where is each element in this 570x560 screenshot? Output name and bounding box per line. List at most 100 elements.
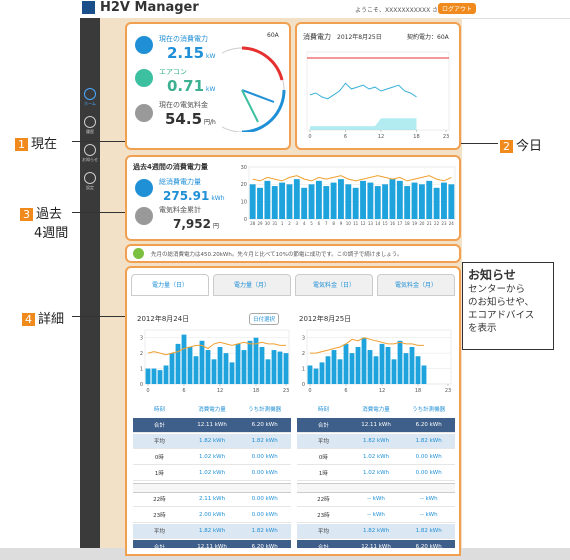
- tab[interactable]: 電力量（日）: [131, 274, 209, 296]
- tabs: 電力量（日） 電力量（月） 電気料金（日） 電気料金（月）: [131, 274, 457, 298]
- cell: -- kWh: [419, 512, 438, 518]
- bar: [313, 368, 319, 384]
- y-tick-label: 2: [302, 351, 305, 357]
- x-tick-label: 6: [344, 388, 347, 394]
- value: 7,952: [173, 217, 211, 231]
- bar: [343, 343, 349, 384]
- bar: [418, 184, 425, 219]
- callout-number: 1: [15, 138, 28, 151]
- date: 2012年8月25日: [337, 34, 382, 41]
- logout-button[interactable]: ログアウト: [438, 3, 477, 14]
- x-tick-label: 0: [146, 388, 149, 394]
- x-tick-label: 1: [281, 221, 284, 226]
- bar: [355, 346, 361, 384]
- unit: kW: [206, 53, 216, 60]
- x-tick-label: 6: [318, 221, 321, 226]
- callout-line: を表示: [468, 323, 497, 334]
- cell: 合計: [153, 423, 165, 429]
- callout-number: 4: [22, 313, 35, 326]
- tab[interactable]: 電気料金（日）: [295, 274, 373, 296]
- callout-number: 2: [500, 140, 513, 153]
- nav-label[interactable]: 履歴: [86, 129, 94, 134]
- cell: 合計: [317, 423, 329, 429]
- cell: 合計: [317, 545, 329, 548]
- cell: 22時: [153, 497, 166, 503]
- line: [147, 341, 286, 356]
- bar: [307, 365, 313, 384]
- table-row: 1時 1.02 kWh 0.00 kWh: [297, 466, 455, 481]
- x-tick-label: 23: [283, 388, 289, 394]
- cell: 平均: [153, 439, 165, 445]
- bar: [271, 350, 277, 384]
- table-row: 合計 12.11 kWh 6.20 kWh: [297, 540, 455, 548]
- cell: 12.11 kWh: [197, 422, 227, 428]
- line: [309, 82, 417, 100]
- nav-label[interactable]: ホーム: [84, 101, 96, 106]
- cell: 1.82 kWh: [198, 438, 226, 444]
- bar: [283, 353, 289, 384]
- bar: [367, 350, 373, 384]
- nav-label[interactable]: 設定: [86, 185, 94, 190]
- bar: [379, 343, 385, 384]
- cell: 1.02 kWh: [198, 470, 226, 476]
- plot-area: [144, 329, 290, 385]
- table-row: 0時 1.02 kWh 0.00 kWh: [297, 450, 455, 465]
- gauge: [222, 46, 286, 132]
- table-row: 合計 12.11 kWh 6.20 kWh: [133, 540, 291, 548]
- cell: 0.00 kWh: [251, 512, 278, 518]
- x-tick-label: 12: [378, 134, 384, 140]
- date-select-button[interactable]: 日付選択: [249, 313, 280, 325]
- cell: 1.02 kWh: [198, 454, 226, 460]
- bar: [337, 359, 343, 384]
- table-row: 23時 2.00 kWh 0.00 kWh: [133, 508, 291, 523]
- cell: 23時: [153, 513, 166, 519]
- x-tick-label: 10: [346, 221, 352, 226]
- bar: [264, 180, 271, 219]
- x-tick-label: 15: [383, 221, 389, 226]
- bar: [163, 365, 169, 384]
- callout: 1 現在: [15, 133, 57, 152]
- x-tick-label: 18: [405, 221, 411, 226]
- bar: [257, 187, 263, 219]
- bar: [323, 186, 330, 219]
- unit: kW: [206, 86, 216, 93]
- bar: [271, 186, 278, 219]
- table-header: 時刻 消費電力量 うち計測機器: [133, 402, 291, 416]
- table-row: 平均 1.82 kWh 1.82 kWh: [133, 434, 291, 449]
- bar: [349, 353, 355, 384]
- callout-label: 詳細: [38, 312, 65, 327]
- x-tick-label: 12: [360, 221, 366, 226]
- y-tick-label: 2: [140, 351, 143, 357]
- title: 消費電力: [303, 33, 331, 41]
- bar: [319, 362, 325, 384]
- leader: [72, 141, 125, 142]
- cell: 1.82 kWh: [198, 528, 226, 534]
- x-tick-label: 20: [419, 221, 425, 226]
- cell: 6.20 kWh: [251, 544, 278, 548]
- bar: [169, 353, 175, 384]
- cell: 2.00 kWh: [198, 512, 226, 518]
- cell: 0.00 kWh: [251, 496, 278, 502]
- separator: [297, 483, 455, 493]
- cell: 6.20 kWh: [415, 422, 442, 428]
- x-tick-label: 21: [427, 221, 433, 226]
- x-tick-label: 0: [308, 134, 311, 140]
- icon: [135, 104, 153, 122]
- table-row: 平均 1.82 kWh 1.82 kWh: [133, 524, 291, 539]
- cell: 合計: [153, 545, 165, 548]
- bar: [259, 346, 265, 384]
- tab[interactable]: 電力量（月）: [213, 274, 291, 296]
- nav-label[interactable]: お知らせ: [82, 157, 98, 162]
- table-row: 平均 1.82 kWh 1.82 kWh: [297, 524, 455, 539]
- line: [310, 337, 424, 354]
- nav-icon: [84, 88, 96, 100]
- tab[interactable]: 電気料金（月）: [377, 274, 455, 296]
- bar: [308, 184, 315, 219]
- header-cell: 時刻: [153, 407, 165, 413]
- bar: [360, 180, 366, 219]
- icon: [135, 179, 153, 197]
- bar: [373, 356, 379, 384]
- value: 0.71: [167, 77, 205, 95]
- table-row: 平均 1.82 kWh 1.82 kWh: [297, 434, 455, 449]
